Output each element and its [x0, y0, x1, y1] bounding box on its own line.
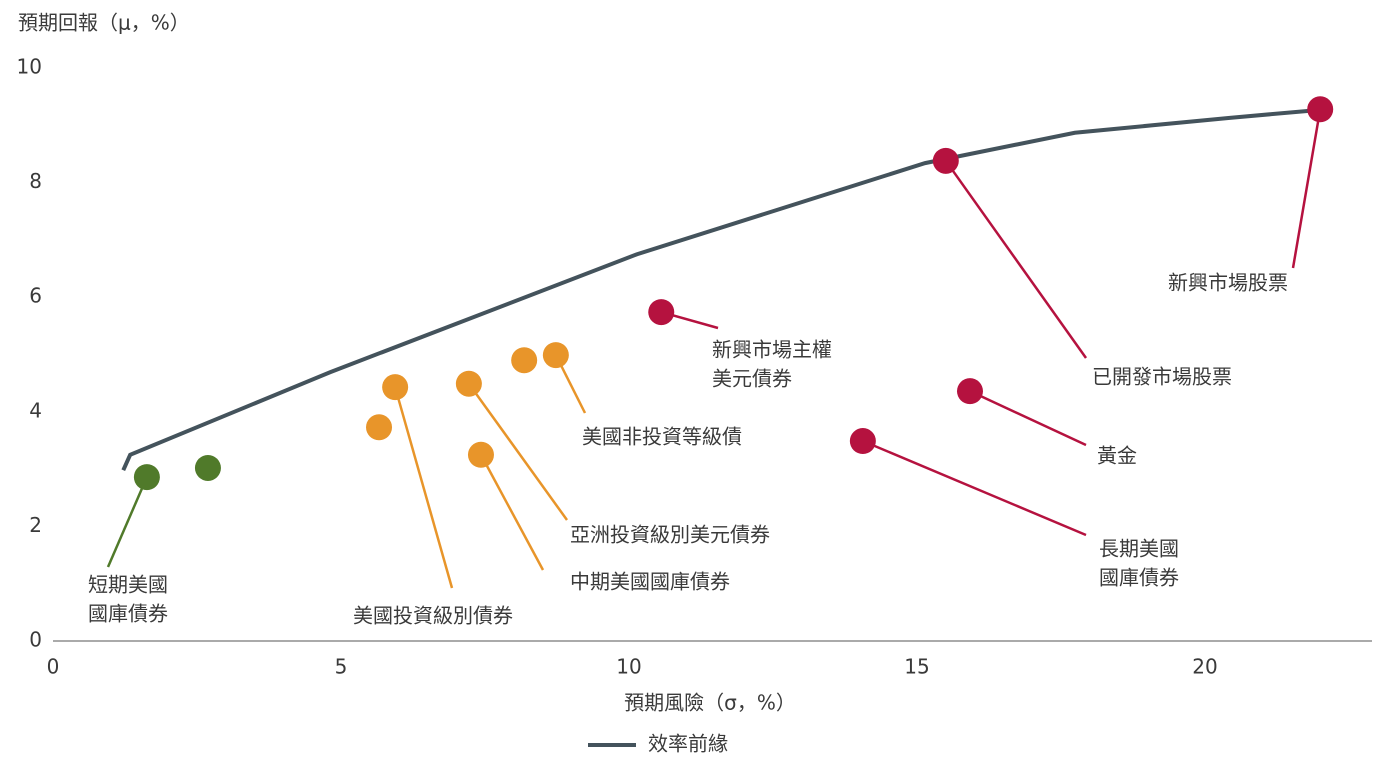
point-label: 亞洲投資級別美元債券 [570, 523, 770, 547]
x-tick-label: 0 [47, 655, 60, 679]
point-label: 已開發市場股票 [1092, 365, 1232, 389]
point-label: 新興市場主權 [712, 338, 832, 362]
x-tick-label: 20 [1192, 655, 1217, 679]
leader-line [862, 439, 1087, 537]
y-tick-label: 4 [29, 398, 42, 422]
point [467, 441, 494, 468]
legend-label: 效率前緣 [648, 732, 728, 756]
x-axis-label: 預期風險（σ，%） [624, 691, 796, 715]
y-tick-label: 8 [29, 169, 42, 193]
point-label: 國庫債券 [1099, 566, 1179, 590]
point [382, 374, 409, 401]
point-label: 黃金 [1097, 444, 1137, 468]
point-label: 美元債券 [712, 367, 792, 391]
point [1307, 96, 1334, 123]
x-tick-label: 10 [616, 655, 641, 679]
point [133, 464, 160, 491]
point-label: 國庫債券 [88, 602, 168, 626]
y-tick-label: 10 [17, 55, 42, 79]
frontier-line [121, 107, 1321, 472]
point [932, 147, 959, 174]
point-label: 中期美國國庫債券 [570, 570, 730, 594]
y-axis-label: 預期回報（μ，%） [18, 11, 190, 35]
point [849, 428, 876, 455]
leader-line [969, 390, 1087, 447]
point [542, 342, 569, 369]
point-label: 美國非投資等級債 [582, 425, 742, 449]
leader-line [106, 476, 149, 568]
y-tick-label: 2 [29, 513, 42, 537]
point [194, 454, 221, 481]
point [366, 414, 393, 441]
y-tick-label: 0 [29, 628, 42, 652]
leader-line [479, 454, 545, 571]
point-label: 短期美國 [88, 573, 168, 597]
point [511, 347, 538, 374]
point [455, 370, 482, 397]
point-label: 長期美國 [1099, 537, 1179, 561]
x-tick-label: 15 [904, 655, 929, 679]
leader-line [944, 160, 1088, 359]
leader-line [393, 386, 454, 589]
point-label: 美國投資級別債券 [353, 604, 513, 628]
point [648, 299, 675, 326]
point [956, 378, 983, 405]
leader-line [467, 382, 569, 521]
x-tick-label: 5 [335, 655, 348, 679]
point-label: 新興市場股票 [1168, 271, 1288, 295]
leader-line [1291, 109, 1322, 269]
y-tick-label: 6 [29, 284, 42, 308]
